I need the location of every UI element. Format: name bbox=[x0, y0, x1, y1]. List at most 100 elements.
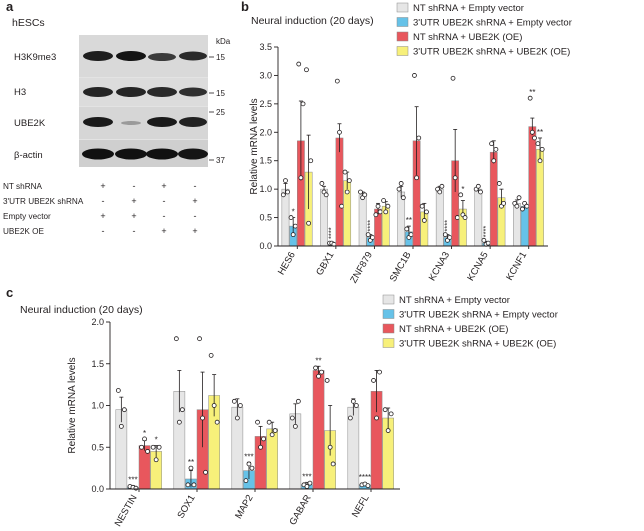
data-point bbox=[532, 135, 537, 141]
data-point bbox=[115, 388, 121, 393]
data-point bbox=[191, 482, 197, 488]
data-point bbox=[306, 220, 312, 226]
data-point bbox=[200, 415, 205, 421]
band-actin-lane3 bbox=[146, 148, 178, 160]
data-point bbox=[246, 461, 252, 467]
data-point bbox=[176, 419, 182, 425]
significance-label: ** bbox=[315, 356, 321, 365]
data-point bbox=[197, 336, 202, 342]
band-h3k9me3-lane4 bbox=[179, 51, 207, 61]
x-tick-label: HES6 bbox=[276, 250, 298, 277]
data-point bbox=[385, 203, 391, 209]
data-point bbox=[537, 158, 543, 164]
condition-sign-3-3: + bbox=[192, 226, 197, 236]
bar bbox=[266, 428, 278, 490]
bar bbox=[335, 137, 344, 247]
data-point bbox=[529, 129, 535, 135]
data-point bbox=[489, 141, 494, 147]
data-point bbox=[437, 189, 443, 195]
significance-label: **** bbox=[359, 473, 371, 482]
bar bbox=[528, 126, 537, 247]
x-tick-label: KCNA3 bbox=[427, 250, 452, 283]
legend-label: NT shRNA + Empty vector bbox=[399, 295, 510, 306]
blot-label-actin: β-actin bbox=[14, 150, 43, 161]
condition-sign-2-2: - bbox=[163, 211, 166, 221]
data-point bbox=[424, 209, 429, 215]
data-point bbox=[485, 240, 491, 246]
x-tick-label: MAP2 bbox=[233, 493, 255, 521]
band-h3k9me3-lane2 bbox=[116, 51, 146, 61]
bar bbox=[312, 370, 325, 490]
legend-label: NT shRNA + UBE2K (OE) bbox=[413, 32, 522, 43]
data-point bbox=[491, 158, 497, 164]
data-point bbox=[527, 95, 533, 101]
data-point bbox=[353, 403, 359, 408]
condition-sign-0-2: + bbox=[161, 181, 166, 191]
bar bbox=[520, 205, 529, 247]
x-tick-label: KCNA5 bbox=[465, 250, 490, 283]
significance-label: * bbox=[155, 436, 158, 445]
legend-swatch bbox=[382, 294, 395, 305]
condition-sign-1-3: + bbox=[192, 196, 197, 206]
data-point bbox=[307, 480, 313, 486]
data-point bbox=[421, 218, 427, 223]
data-point bbox=[344, 189, 350, 195]
x-tick-label: SOX1 bbox=[175, 493, 197, 520]
significance-label: *** bbox=[302, 472, 311, 481]
data-point bbox=[346, 178, 352, 184]
legend-label: 3'UTR UBE2K shRNA + Empty vector bbox=[413, 18, 572, 29]
data-point bbox=[377, 209, 383, 215]
mw-actin: 37 bbox=[216, 156, 225, 165]
mw-h3: 15 bbox=[216, 89, 225, 98]
legend-swatch bbox=[382, 309, 395, 319]
significance-label: * bbox=[292, 208, 295, 217]
band-h3-lane1 bbox=[83, 87, 113, 97]
y-axis-label: Relative mRNA levels bbox=[67, 357, 78, 453]
y-tick-label: 0.0 bbox=[91, 484, 104, 494]
condition-sign-1-1: + bbox=[131, 196, 136, 206]
data-point bbox=[458, 192, 464, 198]
data-point bbox=[496, 181, 502, 186]
data-point bbox=[539, 146, 545, 152]
y-tick-label: 1.0 bbox=[259, 184, 272, 194]
data-point bbox=[153, 457, 159, 463]
significance-label: ** bbox=[406, 216, 412, 225]
data-point bbox=[290, 232, 296, 238]
condition-sign-3-1: - bbox=[133, 226, 136, 236]
data-point bbox=[188, 465, 194, 471]
data-point bbox=[243, 478, 249, 484]
data-point bbox=[493, 146, 499, 152]
data-point bbox=[439, 183, 445, 189]
data-point bbox=[285, 189, 291, 195]
band-h3k9me3-lane3 bbox=[148, 53, 176, 61]
data-point bbox=[289, 415, 295, 421]
y-tick-label: 3.5 bbox=[259, 42, 272, 52]
condition-sign-0-1: - bbox=[133, 181, 136, 191]
data-point bbox=[475, 183, 481, 189]
y-tick-label: 2.5 bbox=[259, 99, 272, 109]
y-tick-label: 3.0 bbox=[259, 70, 272, 80]
band-actin-lane4 bbox=[178, 148, 208, 160]
data-point bbox=[374, 415, 379, 421]
data-point bbox=[173, 336, 179, 342]
condition-label-utr-shrna: 3'UTR UBE2K shRNA bbox=[3, 197, 84, 206]
legend-swatch bbox=[382, 323, 395, 334]
data-point bbox=[211, 403, 217, 408]
data-point bbox=[272, 428, 278, 433]
data-point bbox=[208, 352, 214, 358]
data-point bbox=[283, 178, 288, 184]
data-point bbox=[339, 203, 345, 209]
significance-label: **** bbox=[481, 226, 490, 238]
data-point bbox=[454, 215, 460, 220]
data-point bbox=[261, 436, 266, 442]
data-point bbox=[381, 198, 386, 203]
y-tick-label: 1.0 bbox=[91, 401, 104, 411]
data-point bbox=[292, 423, 298, 429]
y-tick-label: 1.5 bbox=[259, 156, 272, 166]
data-point bbox=[304, 484, 310, 489]
condition-label-ube2k-oe: UBE2K OE bbox=[3, 227, 44, 236]
data-point bbox=[121, 407, 127, 413]
data-point bbox=[375, 203, 381, 209]
legend-label: NT shRNA + Empty vector bbox=[413, 3, 524, 14]
data-point bbox=[358, 189, 363, 195]
